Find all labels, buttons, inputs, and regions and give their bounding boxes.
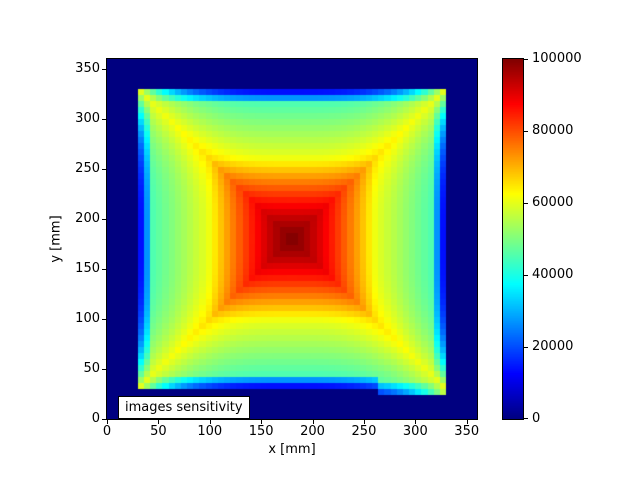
x-tick-label: 50 [150, 424, 167, 439]
colorbar-tick-label: 40000 [532, 267, 574, 282]
x-tick-label: 250 [351, 424, 377, 439]
x-tick-label: 150 [248, 424, 274, 439]
colorbar-tick [524, 418, 528, 419]
x-tick [363, 420, 365, 424]
colorbar-tick-label: 20000 [532, 339, 574, 354]
x-tick [158, 420, 160, 424]
colorbar-tick [524, 59, 528, 60]
y-axis-label: y [mm] [48, 215, 64, 263]
annotation-label: images sensitivity [118, 396, 250, 419]
colorbar-tick [524, 275, 528, 276]
y-tick [102, 269, 106, 270]
colorbar-border [502, 58, 524, 420]
y-tick [102, 219, 106, 220]
colorbar-tick [524, 203, 528, 204]
y-tick-label: 250 [75, 161, 100, 176]
x-tick [312, 420, 314, 424]
y-tick-label: 300 [75, 111, 100, 126]
y-tick [102, 419, 106, 420]
colorbar-tick-label: 100000 [532, 51, 582, 66]
heatmap-image [107, 59, 477, 419]
y-tick-label: 100 [75, 311, 100, 326]
x-tick [415, 420, 417, 424]
y-tick-label: 50 [83, 361, 100, 376]
x-tick-label: 350 [454, 424, 480, 439]
x-tick [466, 420, 468, 424]
y-tick-label: 350 [75, 61, 100, 76]
x-tick-label: 300 [402, 424, 428, 439]
y-tick-label: 150 [75, 261, 100, 276]
colorbar-tick-label: 0 [532, 411, 541, 426]
x-tick-label: 0 [102, 424, 112, 439]
colorbar-tick [524, 131, 528, 132]
y-tick [102, 369, 106, 370]
y-tick-label: 200 [75, 211, 100, 226]
x-tick [209, 420, 211, 424]
colorbar-gradient [503, 59, 523, 419]
plot-border [106, 58, 478, 420]
y-tick [102, 119, 106, 120]
x-tick-label: 200 [300, 424, 325, 439]
colorbar-tick-label: 80000 [532, 123, 574, 138]
x-tick [107, 420, 108, 424]
y-tick [102, 319, 106, 320]
x-tick-label: 100 [197, 424, 223, 439]
y-tick-label: 0 [91, 411, 100, 426]
x-tick [261, 420, 263, 424]
y-tick [102, 69, 106, 70]
colorbar-tick [524, 347, 528, 348]
x-axis-label: x [mm] [268, 442, 316, 457]
y-tick [102, 169, 106, 170]
colorbar-tick-label: 60000 [532, 195, 574, 210]
